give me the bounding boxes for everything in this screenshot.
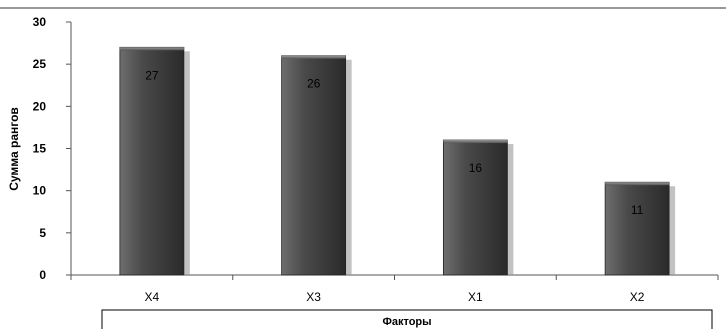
y-tick-label: 10 <box>33 184 47 198</box>
bar-X3 <box>281 55 347 276</box>
bar-value-label: 26 <box>307 77 321 91</box>
bars-group: 27 26 16 11 <box>119 46 676 276</box>
bar-X2 <box>604 181 670 276</box>
x-tick-label: X4 <box>145 290 160 304</box>
bar-value-label: 11 <box>631 203 644 217</box>
bar-value-label: 27 <box>145 68 159 82</box>
y-tick-label: 15 <box>33 142 47 156</box>
y-axis-ticks: 0 5 10 15 20 25 30 <box>33 15 71 282</box>
y-tick-label: 30 <box>33 15 47 29</box>
x-tick-label: X2 <box>630 290 645 304</box>
x-tick-label: X1 <box>468 290 483 304</box>
x-tick-label: X3 <box>306 290 321 304</box>
y-tick-label: 0 <box>39 268 46 282</box>
x-axis-ticks: X4 X3 X1 X2 <box>70 275 719 304</box>
y-axis-title: Сумма рангов <box>7 107 21 191</box>
y-tick-label: 5 <box>39 226 46 240</box>
bar-value-label: 16 <box>469 161 483 175</box>
y-tick-label: 25 <box>33 57 47 71</box>
y-tick-label: 20 <box>33 99 47 113</box>
bar-cap <box>605 182 670 186</box>
bar-cap <box>281 55 346 59</box>
bar-cap <box>119 47 184 51</box>
bar-cap <box>443 140 508 144</box>
x-axis-title: Факторы <box>382 316 431 328</box>
